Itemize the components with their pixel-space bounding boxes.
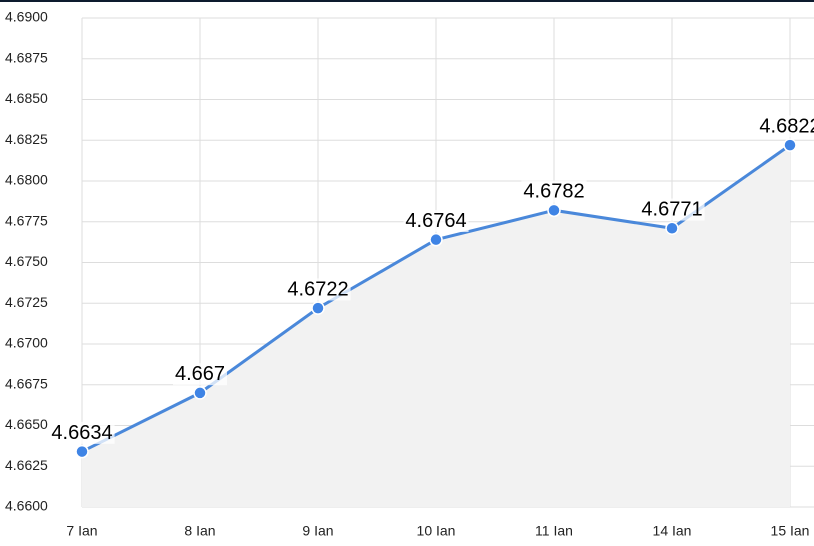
data-label-bg xyxy=(521,180,587,203)
x-tick-label: 7 Ian xyxy=(66,523,97,539)
y-tick-label: 4.6625 xyxy=(5,457,48,473)
marker xyxy=(193,386,207,400)
data-label: 4.6822 xyxy=(759,115,814,137)
data-label: 4.6764 xyxy=(405,210,466,232)
y-tick-label: 4.6775 xyxy=(5,212,48,228)
y-tick-label: 4.6600 xyxy=(5,498,48,514)
marker xyxy=(429,232,443,247)
area xyxy=(82,145,790,507)
data-label: 4.6634 xyxy=(51,422,112,444)
marker xyxy=(75,444,89,459)
data-label: 4.667 xyxy=(175,363,225,385)
data-label-bg xyxy=(285,278,351,301)
x-tick-label: 11 Ian xyxy=(535,523,573,539)
y-tick-label: 4.6675 xyxy=(5,375,48,391)
marker xyxy=(311,301,325,315)
data-label-bg xyxy=(403,209,469,232)
data-label: 4.6722 xyxy=(287,278,348,300)
data-label-bg xyxy=(172,363,228,386)
y-tick-label: 4.6750 xyxy=(5,253,48,269)
marker xyxy=(665,221,679,236)
y-tick-label: 4.6725 xyxy=(5,294,48,310)
x-tick-label: 14 Ian xyxy=(653,523,692,539)
y-tick-label: 4.6875 xyxy=(5,49,48,65)
data-label-bg xyxy=(639,198,705,221)
y-tick-label: 4.6650 xyxy=(5,416,48,432)
y-tick-label: 4.6825 xyxy=(5,131,48,147)
marker xyxy=(547,203,561,218)
data-label: 4.6782 xyxy=(523,181,584,203)
x-tick-label: 8 Ian xyxy=(184,523,215,539)
data-label: 4.6771 xyxy=(641,199,702,221)
y-tick-label: 4.6900 xyxy=(5,9,48,25)
marker xyxy=(783,138,797,152)
x-tick-label: 15 Ian xyxy=(771,523,810,539)
y-tick-label: 4.6700 xyxy=(5,335,48,351)
y-tick-label: 4.6850 xyxy=(5,90,48,106)
top-border xyxy=(0,0,814,2)
data-label-bg xyxy=(49,421,115,444)
x-tick-label: 10 Ian xyxy=(417,523,456,539)
x-tick-label: 9 Ian xyxy=(302,523,333,539)
y-tick-label: 4.6800 xyxy=(5,172,48,188)
data-label-bg xyxy=(757,115,814,138)
